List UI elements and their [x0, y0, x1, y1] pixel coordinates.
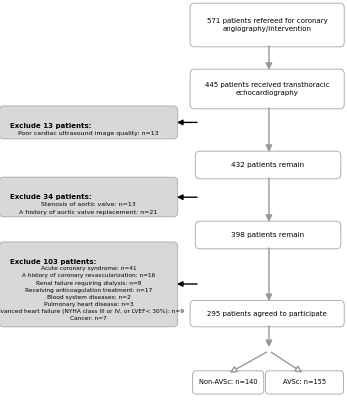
Text: Non-AVSc: n=140: Non-AVSc: n=140 — [199, 379, 257, 386]
Text: Stenosis of aortic valve: n=13: Stenosis of aortic valve: n=13 — [41, 202, 136, 207]
Text: Exclude 13 patients:: Exclude 13 patients: — [10, 123, 91, 129]
Text: Exclude 34 patients:: Exclude 34 patients: — [10, 194, 91, 200]
Text: A history of coronary revascularization: n=16: A history of coronary revascularization:… — [22, 273, 155, 278]
FancyBboxPatch shape — [193, 371, 264, 394]
FancyBboxPatch shape — [190, 69, 344, 109]
Text: 445 patients received transthoracic
echocardiography: 445 patients received transthoracic echo… — [205, 82, 330, 96]
Text: Acute coronary syndrome: n=41: Acute coronary syndrome: n=41 — [41, 266, 136, 271]
Text: Receiving anticoagulation treatment: n=17: Receiving anticoagulation treatment: n=1… — [25, 288, 152, 293]
Text: Advanced heart failure (NYHA class III or IV, or LVEF< 30%): n=9: Advanced heart failure (NYHA class III o… — [0, 309, 184, 314]
Text: 398 patients remain: 398 patients remain — [231, 232, 305, 238]
FancyBboxPatch shape — [0, 177, 178, 217]
Text: Pulmonary heart disease: n=3: Pulmonary heart disease: n=3 — [44, 302, 133, 307]
FancyBboxPatch shape — [265, 371, 344, 394]
Text: AVSc: n=155: AVSc: n=155 — [283, 379, 326, 386]
Text: 432 patients remain: 432 patients remain — [231, 162, 305, 168]
Text: Poor cardiac ultrasound image quality: n=13: Poor cardiac ultrasound image quality: n… — [18, 131, 159, 136]
FancyBboxPatch shape — [190, 3, 344, 47]
FancyBboxPatch shape — [195, 151, 341, 179]
FancyBboxPatch shape — [190, 300, 344, 327]
FancyBboxPatch shape — [0, 242, 178, 327]
Text: Renal failure requiring dialysis: n=8: Renal failure requiring dialysis: n=8 — [36, 280, 141, 286]
Text: 571 patients refereed for coronary
angiography/intervention: 571 patients refereed for coronary angio… — [207, 18, 328, 32]
Text: Exclude 103 patients:: Exclude 103 patients: — [10, 259, 96, 265]
FancyBboxPatch shape — [195, 221, 341, 249]
Text: Blood system diseases: n=2: Blood system diseases: n=2 — [46, 295, 130, 300]
Text: A history of aortic valve replacement: n=21: A history of aortic valve replacement: n… — [19, 210, 158, 215]
Text: Cancer: n=7: Cancer: n=7 — [70, 316, 107, 321]
Text: 295 patients agreed to participate: 295 patients agreed to participate — [207, 310, 327, 317]
FancyBboxPatch shape — [0, 106, 178, 139]
